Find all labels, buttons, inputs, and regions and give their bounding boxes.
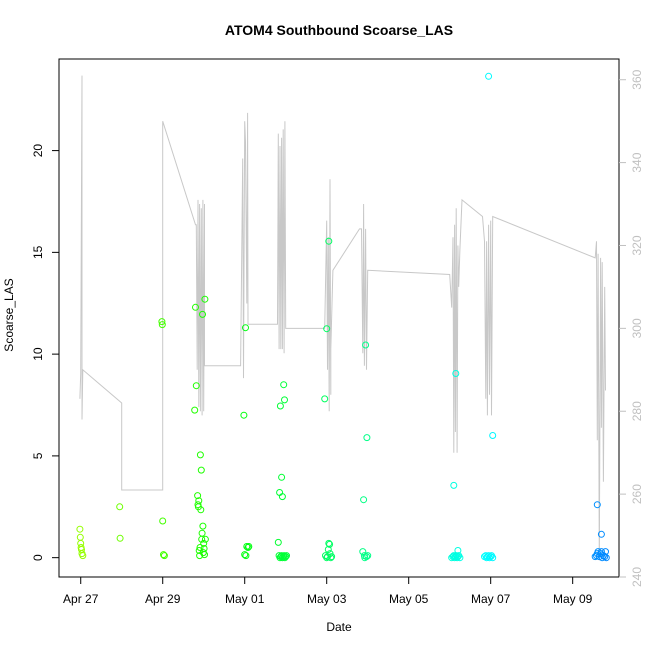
- data-point: [321, 395, 329, 403]
- data-point: [278, 473, 286, 481]
- y-tick-label-right: 300: [630, 318, 644, 338]
- data-point: [454, 547, 462, 554]
- data-point: [363, 434, 371, 442]
- data-point: [451, 554, 459, 562]
- data-point: [450, 481, 458, 489]
- data-point: [76, 533, 84, 541]
- data-point: [485, 72, 493, 80]
- data-point: [278, 493, 286, 501]
- data-point: [363, 553, 370, 561]
- y-tick-label-left: 20: [31, 144, 45, 158]
- data-point: [79, 552, 87, 560]
- y-tick-label-left: 0: [31, 554, 45, 561]
- data-point: [323, 325, 331, 333]
- data-point: [192, 303, 199, 311]
- plot-frame: [58, 58, 620, 578]
- x-tick-label: May 09: [553, 592, 593, 606]
- data-point: [280, 381, 288, 389]
- data-point: [328, 553, 336, 561]
- data-point: [283, 552, 290, 560]
- data-point: [194, 492, 202, 500]
- data-point: [453, 554, 461, 562]
- data-point: [325, 539, 333, 547]
- y-tick-label-right: 240: [630, 567, 644, 587]
- x-tick-label: May 01: [225, 592, 265, 606]
- x-tick-label: Apr 27: [63, 592, 99, 606]
- data-point: [240, 411, 248, 419]
- data-point: [451, 553, 459, 561]
- data-point: [200, 539, 208, 547]
- data-point: [282, 553, 290, 561]
- data-point: [158, 321, 166, 329]
- data-point: [362, 341, 370, 349]
- x-tick-label: May 03: [307, 592, 347, 606]
- data-point: [276, 402, 284, 410]
- data-point: [456, 554, 464, 562]
- data-point: [602, 554, 610, 562]
- data-point: [244, 544, 252, 551]
- data-point: [281, 554, 289, 562]
- y-tick-label-right: 360: [630, 69, 644, 89]
- data-point: [195, 497, 203, 505]
- data-point: [452, 370, 460, 377]
- data-point: [242, 552, 250, 560]
- data-point: [326, 540, 334, 548]
- y-tick-label-right: 320: [630, 235, 644, 255]
- data-point: [196, 451, 204, 459]
- chart-title: ATOM4 Southbound Scoarse_LAS: [225, 22, 453, 38]
- x-tick-label: May 05: [389, 592, 429, 606]
- axes: Apr 27 Apr 29 May 01 May 03 May 05 May 07 May …: [31, 58, 644, 606]
- data-point: [199, 310, 206, 318]
- y-tick-label-right: 280: [630, 401, 644, 421]
- data-point: [243, 543, 251, 550]
- data-point: [160, 552, 168, 560]
- data-point: [199, 522, 207, 530]
- data-point: [489, 554, 497, 562]
- data-point: [116, 503, 124, 511]
- data-point: [364, 552, 372, 560]
- plot-area: [76, 72, 610, 562]
- y-tick-label-right: 260: [630, 484, 644, 504]
- data-point: [489, 432, 497, 439]
- data-point: [197, 506, 205, 514]
- x-tick-label: May 07: [471, 592, 511, 606]
- y-tick-label-left: 10: [31, 347, 45, 361]
- data-point: [191, 406, 199, 414]
- y-axis-label: Scoarse_LAS: [2, 278, 16, 351]
- data-point: [486, 554, 493, 562]
- data-point: [201, 551, 208, 559]
- data-point: [360, 496, 368, 504]
- y-tick-label-left: 15: [31, 245, 45, 259]
- data-point: [192, 382, 200, 390]
- data-point: [196, 544, 204, 551]
- data-point: [242, 324, 249, 332]
- x-axis-label: Date: [326, 620, 352, 634]
- data-point: [201, 295, 209, 303]
- data-point: [279, 553, 287, 561]
- data-point: [593, 501, 601, 509]
- data-point: [197, 466, 205, 474]
- data-point: [198, 529, 206, 537]
- data-point: [601, 553, 609, 561]
- data-point: [245, 543, 253, 550]
- data-point: [274, 538, 282, 546]
- y-tick-label-right: 340: [630, 152, 644, 172]
- data-point: [159, 517, 167, 525]
- data-point: [325, 237, 333, 245]
- x-tick-label: Apr 29: [145, 592, 181, 606]
- data-point: [359, 548, 367, 556]
- y-tick-label-left: 5: [31, 452, 45, 459]
- data-point: [76, 525, 84, 533]
- data-point: [597, 530, 605, 538]
- data-point: [281, 396, 288, 404]
- series-line: [79, 75, 606, 561]
- data-point: [278, 554, 286, 562]
- data-point: [327, 554, 335, 562]
- data-point: [158, 318, 166, 326]
- data-point: [201, 535, 209, 543]
- data-point: [116, 534, 124, 542]
- data-point: [160, 551, 167, 559]
- data-point: [241, 551, 249, 559]
